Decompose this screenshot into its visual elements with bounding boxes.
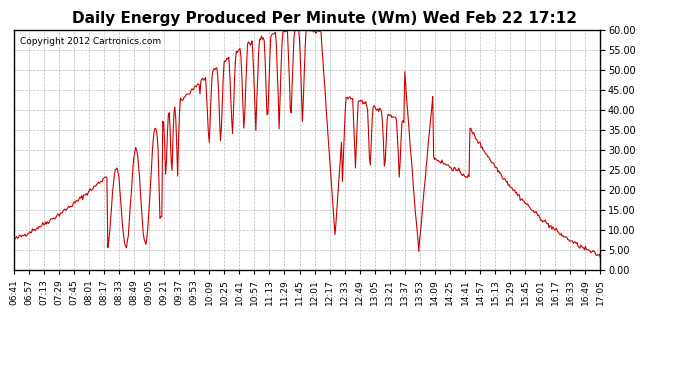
Text: Copyright 2012 Cartronics.com: Copyright 2012 Cartronics.com (19, 37, 161, 46)
Text: Daily Energy Produced Per Minute (Wm) Wed Feb 22 17:12: Daily Energy Produced Per Minute (Wm) We… (72, 11, 577, 26)
